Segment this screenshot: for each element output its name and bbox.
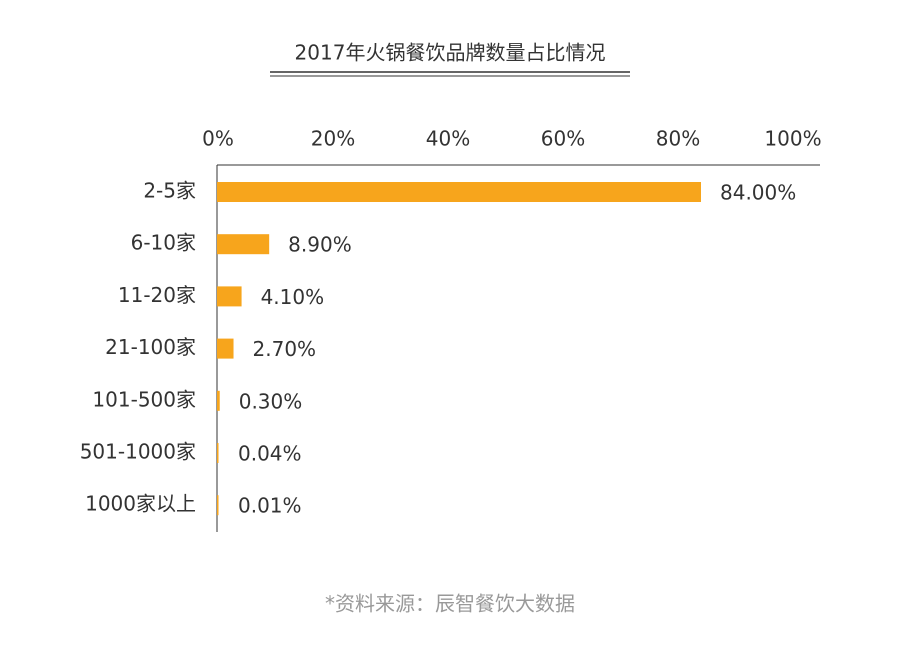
bar [217,338,234,359]
value-label: 8.90% [288,233,352,257]
y-tick-label: 6-10家 [131,231,196,255]
y-tick-label: 21-100家 [105,335,196,359]
x-tick-label: 100% [764,127,821,151]
bar [217,286,242,307]
x-tick-label: 40% [426,127,470,151]
value-label: 4.10% [261,285,325,309]
x-tick-label: 80% [656,127,700,151]
bar [217,390,220,411]
y-tick-label: 11-20家 [118,283,196,307]
source-note: *资料来源：辰智餐饮大数据 [325,592,575,616]
y-tick-label: 2-5家 [143,179,196,203]
y-tick-label: 1000家以上 [85,492,196,516]
bar [217,234,270,255]
value-label: 0.04% [238,442,302,466]
x-tick-label: 20% [311,127,355,151]
x-tick-label: 0% [202,127,234,151]
bar [217,443,219,463]
value-label: 84.00% [720,181,796,205]
value-label: 2.70% [253,337,317,361]
value-label: 0.30% [239,389,303,413]
x-tick-label: 60% [541,127,585,151]
chart-title: 2017年火锅餐饮品牌数量占比情况 [295,41,606,65]
value-label: 0.01% [238,494,302,518]
y-tick-label: 101-500家 [92,387,196,411]
y-tick-label: 501-1000家 [80,440,196,464]
bar [217,495,219,516]
bar [217,182,701,202]
